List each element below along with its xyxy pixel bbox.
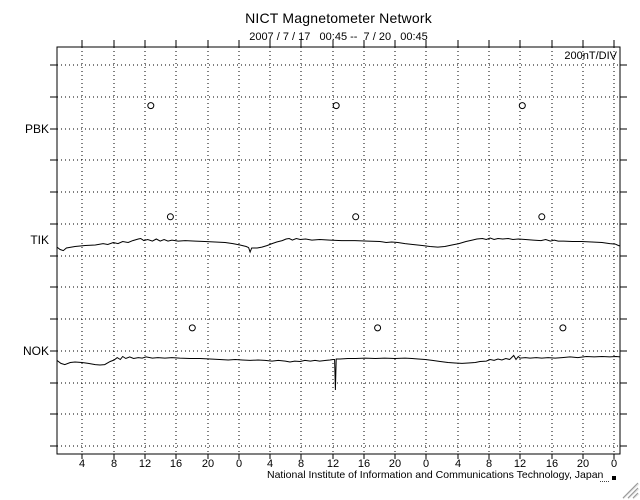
x-tick-label: 12 [326,458,340,470]
resize-grip-highlight [632,493,640,500]
trace-TIK [56,237,621,254]
x-tick-label: 16 [169,458,183,470]
station-label-PBK: PBK [24,122,49,136]
noon-marker-NOK [559,324,567,332]
x-tick-label: 4 [78,458,86,470]
station-label-NOK: NOK [22,344,49,358]
x-tick-label: 8 [110,458,118,470]
x-tick-label: 16 [545,458,559,470]
x-tick-label: 20 [576,458,590,470]
resize-grip-highlight [627,488,640,500]
trace-NOK [56,354,621,391]
resize-grip-line [622,482,639,499]
resize-grip-line [632,492,639,499]
chart-title: NICT Magnetometer Network [245,10,432,26]
x-tick-label: 0 [610,458,618,470]
noon-marker-TIK [538,213,546,221]
resize-grip[interactable] [622,482,640,500]
scale-per-division-label: 200nT/DIV [564,50,617,62]
x-tick-label: 16 [357,458,371,470]
x-tick-label: 8 [485,458,493,470]
x-tick-label: 20 [388,458,402,470]
footer-credit: National Institute of Information and Co… [267,469,604,481]
noon-marker-TIK [352,213,360,221]
x-tick-label: 12 [513,458,527,470]
noon-marker-NOK [374,324,382,332]
noon-marker-TIK [166,213,174,221]
x-tick-label: 4 [266,458,274,470]
x-tick-label: 20 [201,458,215,470]
x-tick-label: 0 [235,458,243,470]
noon-marker-PBK [147,102,155,110]
noon-marker-NOK [188,324,196,332]
resize-grip-highlight [622,483,640,500]
noon-marker-PBK [332,102,340,110]
pixel-artifact-square [612,476,616,480]
x-tick-label: 8 [297,458,305,470]
x-tick-label: 12 [138,458,152,470]
resize-grip-line [627,487,639,499]
pixel-artifact-speck [600,478,609,482]
x-tick-label: 4 [454,458,462,470]
noon-marker-PBK [518,102,526,110]
x-tick-label: 0 [422,458,430,470]
station-label-TIK: TIK [30,233,49,247]
plot-frame [56,46,621,455]
